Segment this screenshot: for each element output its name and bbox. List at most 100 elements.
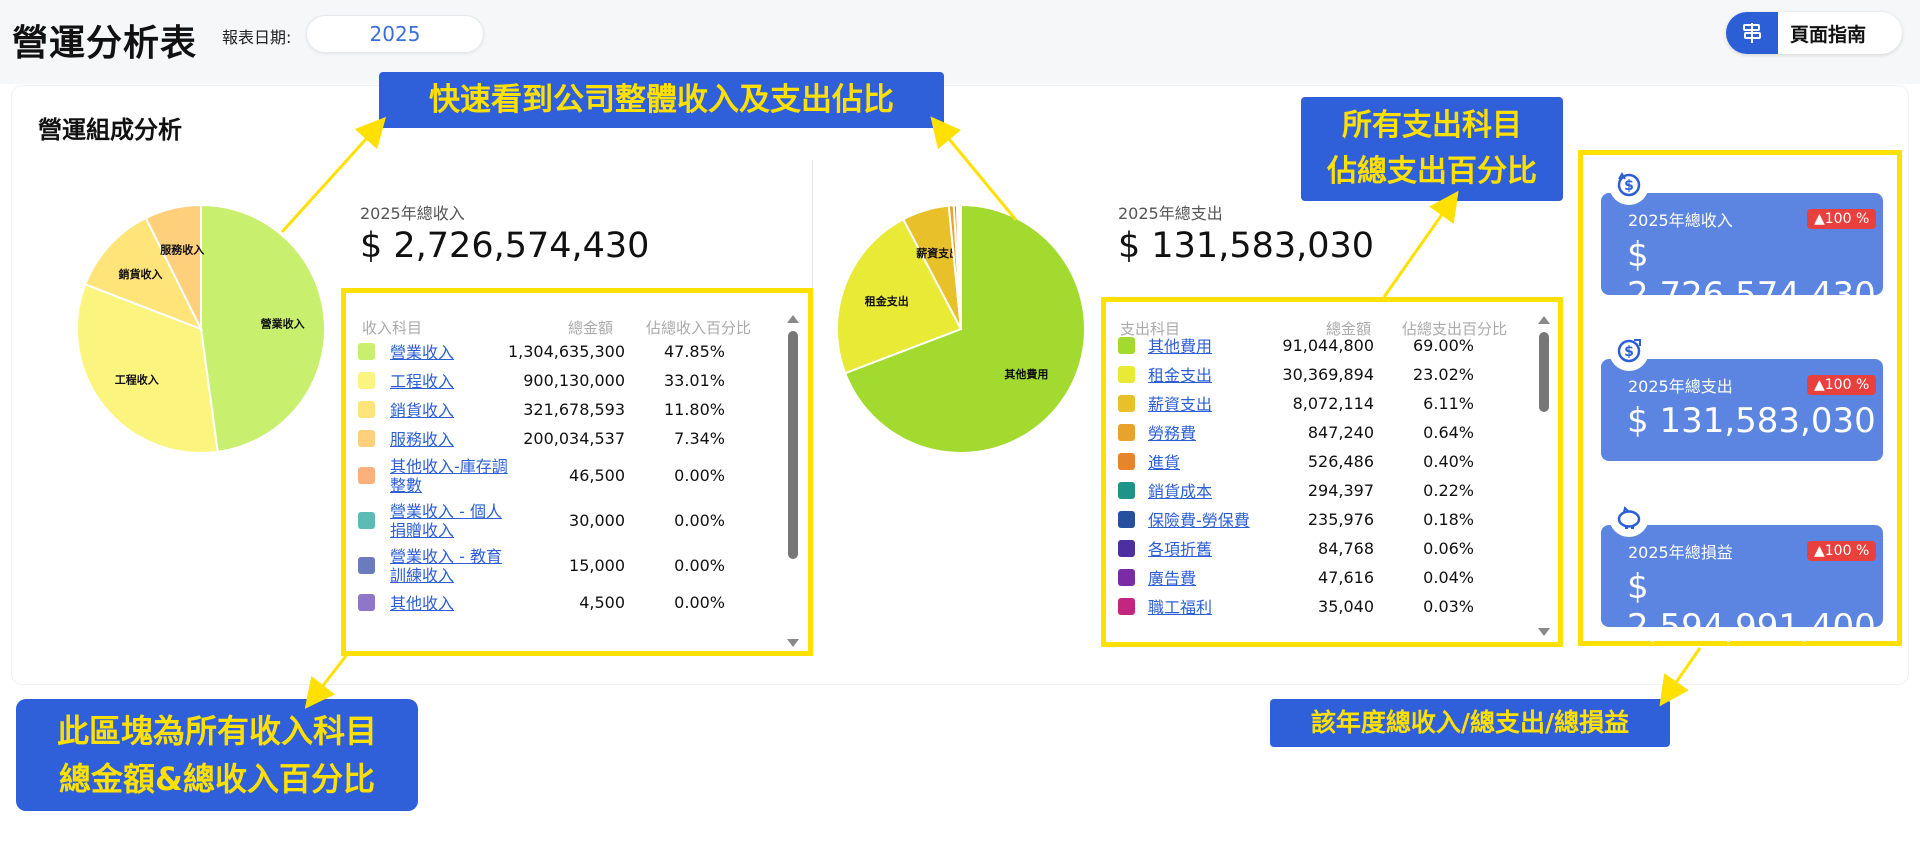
account-link-text: 其他收入	[390, 593, 455, 613]
scroll-down-icon[interactable]	[1538, 628, 1550, 636]
income-total-caption: 2025年總收入	[360, 204, 465, 223]
row-amount: 847,240	[1307, 423, 1374, 442]
row-percent: 0.00%	[674, 593, 725, 612]
row-percent: 0.00%	[674, 511, 725, 530]
account-link[interactable]: 其他費用	[1148, 337, 1212, 356]
page-guide-button[interactable]: 頁面指南	[1726, 12, 1902, 54]
table-row: 廣告費 47,616 0.04%	[1106, 566, 1558, 590]
account-link-text: 整數	[390, 476, 423, 495]
income-scrollbar[interactable]	[786, 315, 800, 647]
pie-slice-1[interactable]	[200, 203, 326, 453]
pie-slice-label: 租金支出	[865, 294, 909, 308]
account-link-text: 營業收入 - 教育	[390, 547, 502, 566]
table-row: 租金支出 30,369,894 23.02%	[1106, 363, 1558, 387]
account-link[interactable]: 銷貨收入	[390, 401, 454, 420]
expense-total-caption: 2025年總支出	[1118, 204, 1223, 223]
row-amount: 1,304,635,300	[507, 342, 625, 361]
row-amount: 15,000	[569, 556, 625, 575]
scroll-down-icon[interactable]	[787, 639, 799, 647]
row-amount: 91,044,800	[1282, 336, 1374, 355]
table-row: 營業收入 - 個人 捐贈收入 30,000 0.00%	[346, 501, 808, 541]
account-link[interactable]: 營業收入	[390, 343, 454, 362]
income-table: 收入科目 總金額 佔總收入百分比 營業收入 1,304,635,300 47.85%…	[341, 288, 813, 656]
table-row: 薪資支出 8,072,114 6.11%	[1106, 392, 1558, 416]
row-percent: 7.34%	[674, 429, 725, 448]
legend-swatch	[358, 401, 375, 418]
account-link[interactable]: 工程收入	[390, 372, 454, 391]
expense-scrollbar[interactable]	[1537, 316, 1551, 636]
account-link[interactable]: 各項折舊	[1148, 540, 1212, 559]
card-value: $ 131,583,030	[1627, 401, 1876, 441]
expense-col-amount: 總金額	[1326, 320, 1372, 338]
row-percent: 6.11%	[1423, 394, 1474, 413]
pie-slice-2[interactable]	[76, 283, 219, 454]
card-value: $ 2,726,574,430	[1627, 235, 1876, 315]
row-amount: 4,500	[579, 593, 625, 612]
pie-slice-label: 工程收入	[115, 373, 159, 387]
table-row: 各項折舊 84,768 0.06%	[1106, 537, 1558, 561]
callout-line: 所有支出科目	[1342, 108, 1522, 143]
page-title: 營運分析表	[12, 23, 198, 64]
report-date-select[interactable]: 2025	[306, 15, 484, 53]
callout-yearly-totals: 該年度總收入/總支出/總損益	[1270, 699, 1670, 747]
account-link[interactable]: 薪資支出	[1148, 395, 1212, 414]
pie-slice-2[interactable]	[836, 217, 963, 375]
income-total-value: $ 2,726,574,430	[360, 226, 650, 266]
account-link[interactable]: 租金支出	[1148, 366, 1212, 385]
account-link-text: 其他費用	[1148, 336, 1213, 356]
account-link[interactable]: 營業收入 - 個人 捐贈收入	[390, 502, 502, 540]
account-link[interactable]: 保險費-勞保費	[1148, 511, 1250, 530]
row-amount: 30,000	[569, 511, 625, 530]
total-income-card: 2025年總收入 ▲100 % $ 2,726,574,430	[1601, 193, 1883, 315]
legend-swatch	[358, 594, 375, 611]
pie-slice-4[interactable]	[144, 203, 202, 330]
legend-swatch	[1118, 424, 1135, 441]
income-col-subject: 收入科目	[362, 319, 423, 337]
account-link[interactable]: 職工福利	[1148, 598, 1212, 617]
account-link-text: 銷貨收入	[390, 400, 455, 420]
account-link[interactable]: 勞務費	[1148, 424, 1196, 443]
table-row: 職工福利 35,040 0.03%	[1106, 595, 1558, 619]
svg-text:$: $	[1624, 178, 1634, 194]
account-link-text: 各項折舊	[1148, 539, 1213, 559]
account-link-text: 服務收入	[390, 429, 455, 449]
legend-swatch	[1118, 540, 1135, 557]
scroll-up-icon[interactable]	[787, 315, 799, 323]
legend-swatch	[1118, 337, 1135, 354]
account-link[interactable]: 銷貨成本	[1148, 482, 1212, 501]
legend-swatch	[358, 557, 375, 574]
scroll-up-icon[interactable]	[1538, 316, 1550, 324]
account-link[interactable]: 進貨	[1148, 453, 1180, 472]
pie-slice-3[interactable]	[84, 216, 204, 331]
callout-income-table: 此區塊為所有收入科目 總金額&總收入百分比	[16, 699, 418, 811]
pie-slice-label: 服務收入	[160, 242, 204, 256]
row-amount: 526,486	[1307, 452, 1374, 471]
pie-slice-label: 銷貨收入	[119, 267, 163, 281]
account-link[interactable]: 其他收入	[390, 594, 454, 613]
legend-swatch	[358, 430, 375, 447]
total-profit-card: 2025年總損益 ▲100 % $ 2,594,991,400	[1601, 525, 1883, 647]
legend-swatch	[1118, 395, 1135, 412]
account-link[interactable]: 服務收入	[390, 430, 454, 449]
account-link-text: 工程收入	[390, 371, 455, 391]
account-link[interactable]: 營業收入 - 教育 訓練收入	[390, 547, 502, 585]
signpost-icon	[1726, 12, 1778, 54]
account-link[interactable]: 其他收入-庫存調 整數	[390, 457, 508, 495]
pie-slice-1[interactable]	[843, 203, 1086, 454]
change-badge: ▲100 %	[1807, 375, 1877, 395]
expense-col-subject: 支出科目	[1120, 320, 1181, 338]
table-row: 服務收入 200,034,537 7.34%	[346, 427, 808, 451]
table-row: 工程收入 900,130,000 33.01%	[346, 369, 808, 393]
card-caption: 2025年總支出	[1628, 377, 1733, 396]
expense-total-value: $ 131,583,030	[1118, 226, 1375, 266]
summary-cards: 2025年總收入 ▲100 % $ 2,726,574,430 $ 2025年總…	[1578, 150, 1902, 647]
account-link[interactable]: 廣告費	[1148, 569, 1196, 588]
income-scroll-thumb[interactable]	[788, 331, 798, 559]
card-caption: 2025年總損益	[1628, 543, 1733, 562]
legend-swatch	[358, 372, 375, 389]
legend-swatch	[358, 467, 375, 484]
dollar-refresh-icon: $	[1609, 165, 1649, 205]
legend-swatch	[1118, 453, 1135, 470]
legend-swatch	[1118, 482, 1135, 499]
expense-scroll-thumb[interactable]	[1539, 332, 1549, 412]
